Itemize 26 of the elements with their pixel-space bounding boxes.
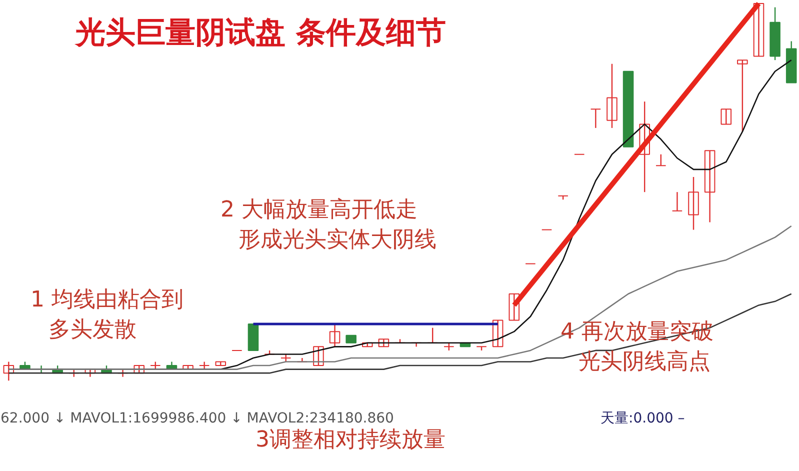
candlestick [656, 154, 666, 166]
candlestick [753, 2, 764, 57]
candlestick [84, 368, 96, 378]
candlestick [313, 346, 324, 366]
annotation: 2 大幅放量高开低走 [220, 198, 418, 222]
text: 3调整相对持续放量 [256, 428, 446, 452]
candlestick [590, 108, 602, 129]
candlestick [737, 59, 748, 132]
candlestick [508, 293, 520, 321]
candlestick [720, 108, 732, 125]
candlestick [672, 191, 683, 212]
candlestick [378, 338, 390, 348]
annotation: 多头发散 [48, 318, 136, 342]
candlestick [492, 320, 504, 348]
annotation: 形成光头实体大阴线 [238, 228, 436, 252]
candlestick [606, 63, 618, 129]
annotation: 光头阴线高点 [578, 350, 710, 374]
candlestick [329, 323, 340, 348]
text: 天量:0.000 – [600, 410, 685, 426]
annotation: 1 均线由粘合到 [30, 288, 184, 312]
candlestick [198, 361, 210, 370]
candlestick [3, 361, 14, 382]
chart-title: 光头巨量阴试盘 条件及细节 [74, 16, 446, 50]
text: 62.000 ↓ MAVOL1:1699986.400 ↓ MAVOL2:234180.860 [0, 410, 394, 426]
candlestick [688, 176, 699, 230]
candlestick [704, 150, 716, 223]
